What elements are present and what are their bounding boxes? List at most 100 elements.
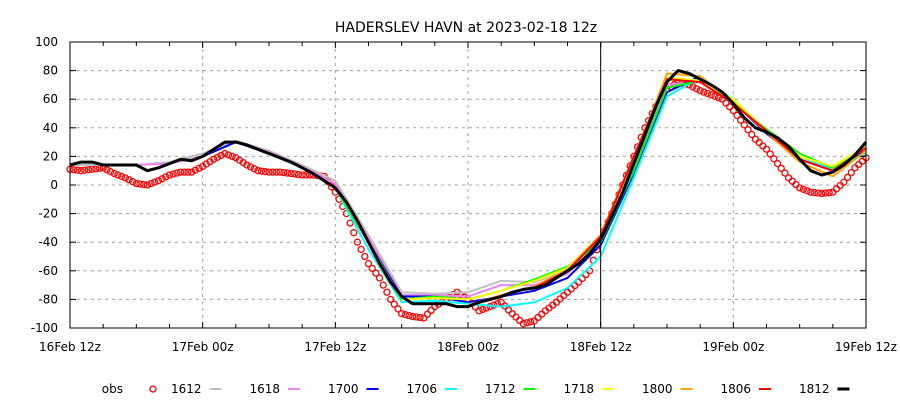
obs-point [121, 174, 129, 182]
legend-label-1718: 1718 [563, 382, 594, 396]
obs-point [423, 310, 432, 318]
obs-point [770, 155, 778, 163]
obs-point [420, 314, 428, 322]
obs-point [777, 164, 785, 172]
obs-point [707, 91, 715, 99]
obs-point [788, 177, 796, 185]
obs-point [858, 157, 866, 165]
obs-point [375, 274, 384, 282]
obs-point [88, 165, 96, 173]
obs-point [475, 307, 483, 315]
obs-point [479, 305, 487, 314]
obs-point [287, 169, 295, 178]
obs-point [276, 168, 284, 176]
obs-point [560, 291, 568, 300]
x-tick-label: 17Feb 12z [304, 340, 366, 354]
obs-point [799, 185, 808, 193]
obs-point [77, 167, 85, 175]
obs-point [692, 85, 701, 93]
legend-label-1712: 1712 [485, 382, 516, 396]
obs-point [773, 159, 782, 168]
obs-point [796, 184, 804, 192]
obs-point [696, 86, 704, 95]
series-line-1806 [533, 78, 867, 289]
obs-point [781, 169, 789, 177]
x-tick-label: 16Feb 12z [39, 340, 101, 354]
legend-label-1618: 1618 [249, 382, 280, 396]
obs-point [228, 152, 236, 161]
obs-point [224, 151, 233, 159]
obs-point [689, 83, 697, 91]
y-tick-label: 100 [35, 35, 58, 49]
obs-point [346, 219, 354, 227]
obs-point [711, 92, 719, 100]
obs-point [807, 188, 815, 196]
obs-point [825, 188, 833, 197]
obs-point [191, 166, 199, 174]
obs-point [534, 313, 542, 322]
obs-point [829, 188, 837, 196]
obs-point [733, 111, 741, 120]
obs-point [523, 319, 531, 327]
obs-point [412, 313, 421, 321]
obs-point [184, 168, 192, 176]
obs-point [416, 313, 424, 322]
obs-point [298, 171, 306, 179]
obs-point [361, 252, 369, 261]
obs-point [405, 311, 413, 320]
grid [70, 42, 866, 328]
obs-point [364, 259, 373, 268]
obs-point [350, 229, 358, 237]
obs-point [81, 166, 89, 174]
obs-point [508, 310, 516, 318]
obs-point [512, 313, 520, 321]
y-tick-label: -40 [38, 235, 58, 249]
obs-point [265, 168, 273, 176]
obs-point [530, 317, 538, 325]
obs-point [217, 151, 225, 160]
obs-point [784, 174, 793, 182]
legend-marker-obs [149, 385, 157, 393]
obs-point [269, 168, 277, 176]
y-tick-label: 60 [43, 92, 58, 106]
obs-point [372, 269, 380, 277]
obs-point [515, 316, 524, 325]
obs-point [210, 155, 218, 163]
obs-point [140, 180, 148, 189]
obs-point [755, 138, 763, 147]
obs-point [103, 166, 111, 174]
obs-point [250, 165, 258, 173]
obs-point [526, 318, 535, 326]
obs-point [257, 167, 266, 175]
obs-point [132, 179, 140, 188]
x-tick-label: 18Feb 00z [437, 340, 499, 354]
obs-point [70, 166, 78, 174]
obs-point [818, 189, 826, 198]
y-tick-label: -20 [38, 207, 58, 221]
obs-point [151, 178, 159, 186]
obs-point [143, 181, 152, 189]
y-tick-label: -60 [38, 264, 58, 278]
obs-point [158, 175, 166, 183]
obs-point [180, 168, 188, 176]
y-tick-label: -80 [38, 292, 58, 306]
obs-point [169, 170, 177, 178]
obs-point [117, 172, 126, 181]
obs-point [398, 310, 406, 318]
obs-point [814, 189, 822, 197]
legend-label-1706: 1706 [406, 382, 437, 396]
obs-point [722, 99, 730, 107]
obs-point [243, 161, 251, 169]
obs-point [821, 189, 830, 197]
obs-point [283, 169, 292, 177]
series-layer [66, 69, 870, 328]
obs-point [762, 145, 771, 153]
obs-point [840, 178, 848, 186]
obs-point [538, 310, 546, 318]
obs-point [744, 126, 752, 134]
obs-point [563, 288, 572, 296]
legend-label-1800: 1800 [642, 382, 673, 396]
obs-point [173, 169, 181, 177]
obs-point [427, 306, 435, 315]
y-tick-label: 80 [43, 64, 58, 78]
